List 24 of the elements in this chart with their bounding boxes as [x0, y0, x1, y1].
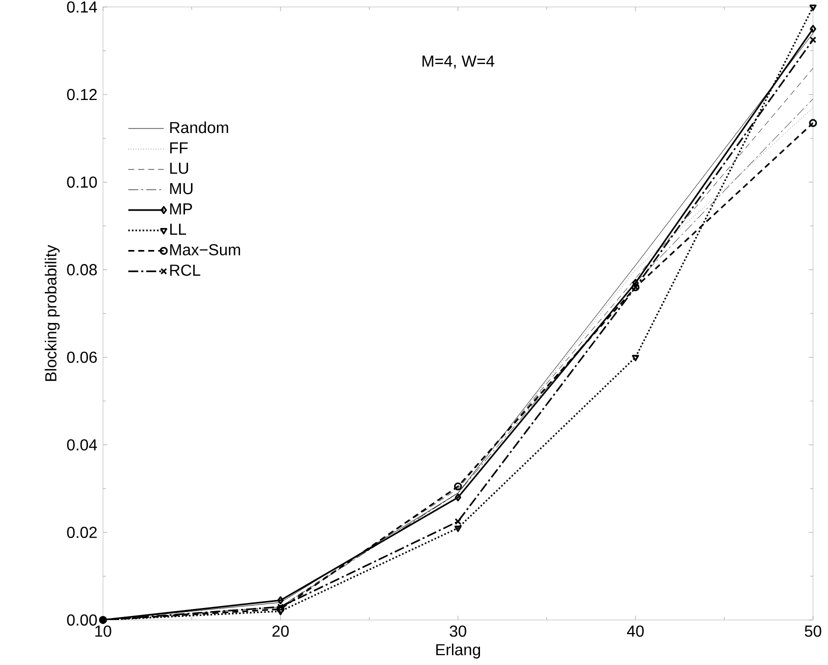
legend-label: LL — [170, 224, 186, 235]
legend-label: MP — [170, 203, 192, 214]
y-tick-label: 0.08 — [67, 264, 97, 276]
y-tick-label: 0.06 — [67, 352, 97, 363]
legend-label: FF — [170, 142, 188, 154]
x-tick-label: 40 — [627, 626, 644, 637]
x-axis-title: Erlang — [436, 644, 480, 658]
x-tick-label: 10 — [95, 626, 112, 637]
legend-label: LU — [170, 162, 188, 174]
annotation: M=4, W=4 — [422, 56, 494, 69]
y-tick-label: 0.10 — [67, 176, 97, 188]
x-tick-label: 20 — [272, 626, 289, 637]
y-tick-label: 0.02 — [67, 526, 97, 538]
legend-label: Random — [170, 122, 228, 134]
y-tick-label: 0.04 — [67, 439, 98, 450]
x-tick-label: 50 — [804, 626, 822, 637]
y-tick-label: 0.00 — [67, 614, 97, 626]
y-axis-title: Blocking probability — [44, 244, 60, 381]
legend-label: RCL — [170, 264, 200, 276]
legend-label: MU — [170, 183, 192, 194]
y-tick-label: 0.12 — [67, 88, 97, 100]
x-tick-label: 30 — [450, 626, 466, 637]
legend-label: Max−Sum — [170, 244, 240, 256]
y-tick-label: 0.14 — [67, 1, 98, 13]
